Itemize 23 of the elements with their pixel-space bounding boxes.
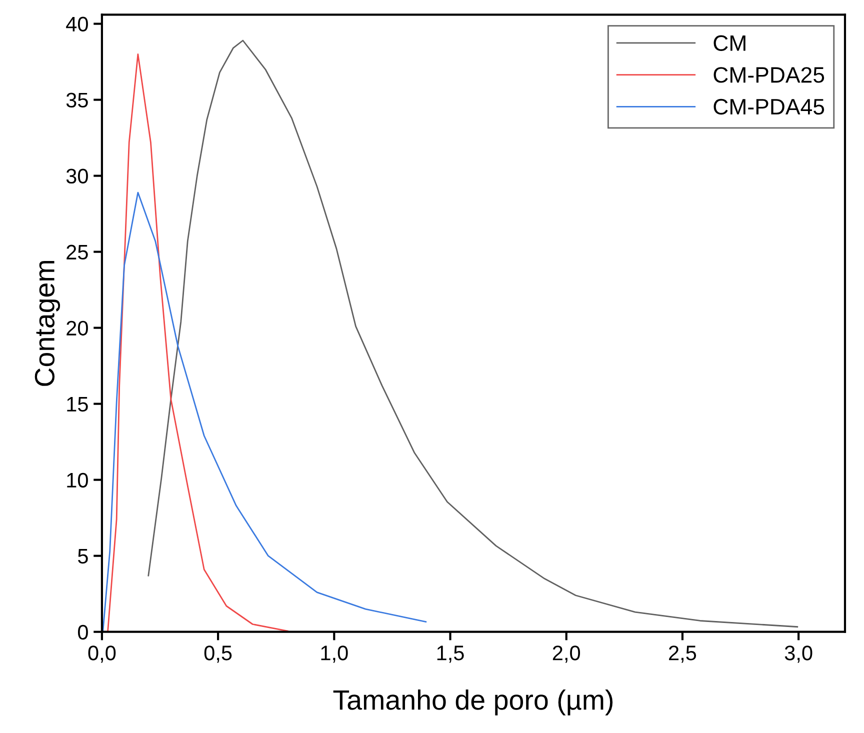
x-axis-title: Tamanho de poro (µm) — [333, 689, 613, 716]
y-tick-label: 15 — [67, 397, 88, 412]
y-tick-label: 5 — [78, 549, 88, 564]
legend-label: CM — [714, 35, 746, 51]
y-tick-label: 35 — [66, 92, 88, 108]
line-series — [102, 192, 427, 632]
legend-label: CM-PDA25 — [714, 67, 824, 83]
x-tick-label: 3,0 — [784, 646, 812, 663]
x-tick-label: 2,0 — [552, 646, 580, 663]
x-tick-label: 1,5 — [437, 646, 464, 663]
x-tick-label: 0,5 — [204, 646, 232, 663]
y-tick-label: 0 — [78, 624, 88, 640]
x-tick-label: 0,0 — [88, 646, 116, 663]
y-tick-label: 25 — [66, 244, 88, 260]
y-tick-label: 30 — [66, 168, 88, 184]
line-series — [107, 53, 288, 632]
x-tick-label: 2,5 — [669, 646, 696, 663]
legend-label: CM-PDA45 — [714, 98, 824, 115]
y-tick-label: 40 — [66, 16, 88, 32]
y-tick-label: 20 — [66, 320, 88, 336]
x-tick-label: 1,0 — [321, 646, 348, 663]
y-axis-title: Contagem — [34, 261, 60, 386]
y-tick-label: 10 — [67, 472, 88, 488]
